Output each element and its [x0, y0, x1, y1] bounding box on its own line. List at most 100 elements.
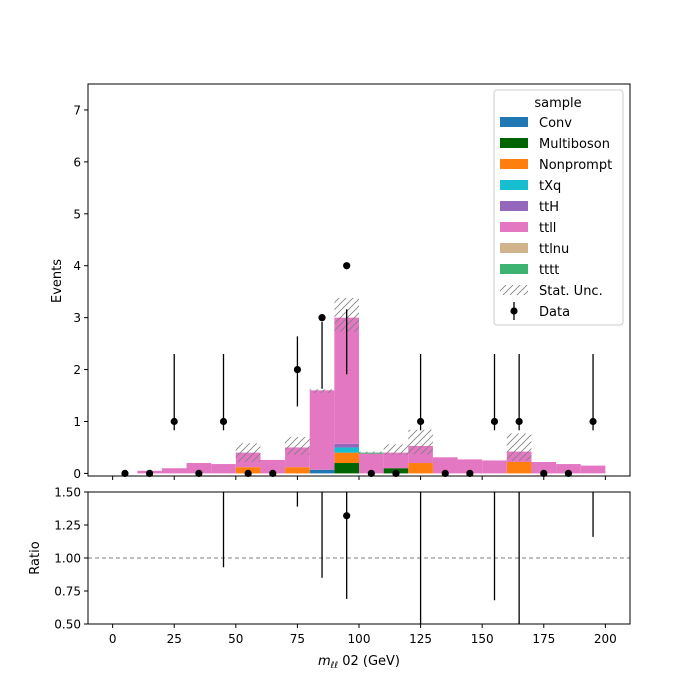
data-point: [441, 469, 449, 478]
stat-unc-band: [285, 437, 310, 455]
legend-swatch: [500, 159, 528, 169]
ratio-point: [294, 304, 301, 311]
legend-entry-data: Data: [510, 302, 570, 320]
legend-entry-tth: ttH: [500, 200, 559, 215]
stat-unc-band: [359, 451, 384, 454]
y-tick-label: 2: [73, 363, 81, 377]
legend-swatch: [500, 138, 528, 148]
legend-marker: [510, 307, 518, 315]
data-point: [293, 365, 302, 374]
data-point: [219, 417, 228, 426]
legend-swatch: [500, 285, 528, 295]
x-tick-label: 150: [471, 632, 494, 646]
legend-entries: Conv Multiboson Nonprompt tXq ttH ttll ttlnu tt…: [500, 116, 612, 320]
stat-unc-band: [235, 443, 261, 462]
y-tick-label: 3: [73, 311, 81, 325]
bar-ttll: [359, 453, 384, 474]
data-point: [195, 469, 203, 478]
legend-entry-multiboson: Multiboson: [500, 137, 610, 152]
ratio-y-tick-label: 0.75: [54, 585, 81, 599]
ratio-y-axis-label: Ratio: [28, 541, 43, 574]
bar-ttll: [186, 463, 212, 474]
main-plot-frame: [87, 83, 631, 477]
legend-entry-ttlnu: ttlnu: [500, 242, 569, 257]
data-point: [318, 314, 326, 322]
legend-label: Data: [539, 305, 570, 320]
x-axis-label: mℓℓ 02 (GeV): [318, 654, 400, 671]
ratio-y-tick-label: 0.50: [54, 618, 81, 632]
legend-label: tXq: [539, 179, 561, 194]
x-axis-label-rest: 02 (GeV): [338, 654, 400, 669]
legend: sample Conv Multiboson Nonprompt tXq ttH ttll…: [493, 89, 624, 326]
legend-label: ttH: [539, 200, 559, 215]
y-axis-label: Events: [50, 259, 65, 303]
bar-ttll: [556, 464, 581, 474]
legend-swatch: [500, 201, 528, 211]
bar-ttll: [432, 457, 458, 474]
legend-label: Multiboson: [539, 137, 610, 152]
data-point: [244, 469, 252, 478]
bar-nonprompt: [408, 463, 433, 474]
y-tick-label: 7: [73, 103, 81, 117]
data-point: [269, 469, 277, 478]
data-point: [589, 417, 597, 426]
x-tick-label: 75: [290, 632, 305, 646]
bar-multiboson: [334, 463, 359, 474]
x-axis-label-main: m: [318, 654, 331, 669]
data-point: [367, 469, 375, 478]
legend-entry-ttll: ttll: [500, 221, 556, 236]
legend-label: Conv: [539, 116, 572, 131]
data-point: [416, 417, 425, 426]
x-tick-label: 50: [228, 632, 243, 646]
bar-ttll: [457, 459, 483, 474]
ratio-y-tick-label: 1.25: [54, 519, 81, 533]
data-point: [343, 262, 351, 270]
main-axes: 0 1 2 3 4 5 6 7: [73, 103, 606, 481]
legend-entry-stat-unc-: Stat. Unc.: [500, 284, 603, 299]
x-axis-label-subscript: ℓℓ: [330, 661, 338, 671]
bar-ttll: [211, 464, 236, 474]
data-point: [170, 417, 178, 426]
y-tick-label: 5: [73, 207, 81, 221]
data-points: [121, 262, 597, 478]
bar-ttll: [580, 465, 606, 474]
legend-label: tttt: [539, 263, 559, 278]
bar-ttll: [482, 460, 507, 474]
legend-entry-nonprompt: Nonprompt: [500, 158, 612, 173]
x-tick-label: 175: [532, 632, 555, 646]
ratio-y-tick-label: 1.00: [54, 552, 81, 566]
legend-swatch: [500, 243, 528, 253]
bar-conv: [309, 469, 335, 474]
data-point: [490, 417, 499, 426]
legend-entry-conv: Conv: [500, 116, 572, 131]
data-point: [564, 469, 573, 478]
legend-label: Stat. Unc.: [539, 284, 603, 299]
bar-nonprompt: [334, 452, 359, 464]
main-panel: 0 1 2 3 4 5 6 7 Events: [50, 83, 631, 481]
x-tick-label: 200: [594, 632, 617, 646]
y-tick-label: 6: [73, 155, 81, 169]
legend-label: ttll: [539, 221, 556, 236]
y-tick-label: 0: [73, 467, 81, 481]
legend-swatch: [500, 264, 528, 274]
ratio-y-tick-label: 1.50: [54, 486, 81, 500]
legend-title: sample: [534, 96, 581, 111]
stacked-bars: [137, 317, 606, 474]
x-tick-label: 100: [348, 632, 371, 646]
bar-ttll: [260, 459, 286, 474]
ratio-points: [222, 304, 594, 624]
x-tick-label: 0: [109, 632, 117, 646]
data-point: [121, 469, 129, 478]
data-point: [392, 469, 400, 478]
legend-swatch: [500, 222, 528, 232]
bar-tth: [334, 443, 359, 448]
data-point: [540, 469, 548, 478]
legend-entry-txq: tXq: [500, 179, 561, 194]
y-tick-label: 4: [73, 259, 81, 273]
data-point: [515, 417, 523, 426]
bar-nonprompt: [506, 461, 532, 474]
legend-entry-tttt: tttt: [500, 263, 559, 278]
x-tick-label: 125: [409, 632, 432, 646]
